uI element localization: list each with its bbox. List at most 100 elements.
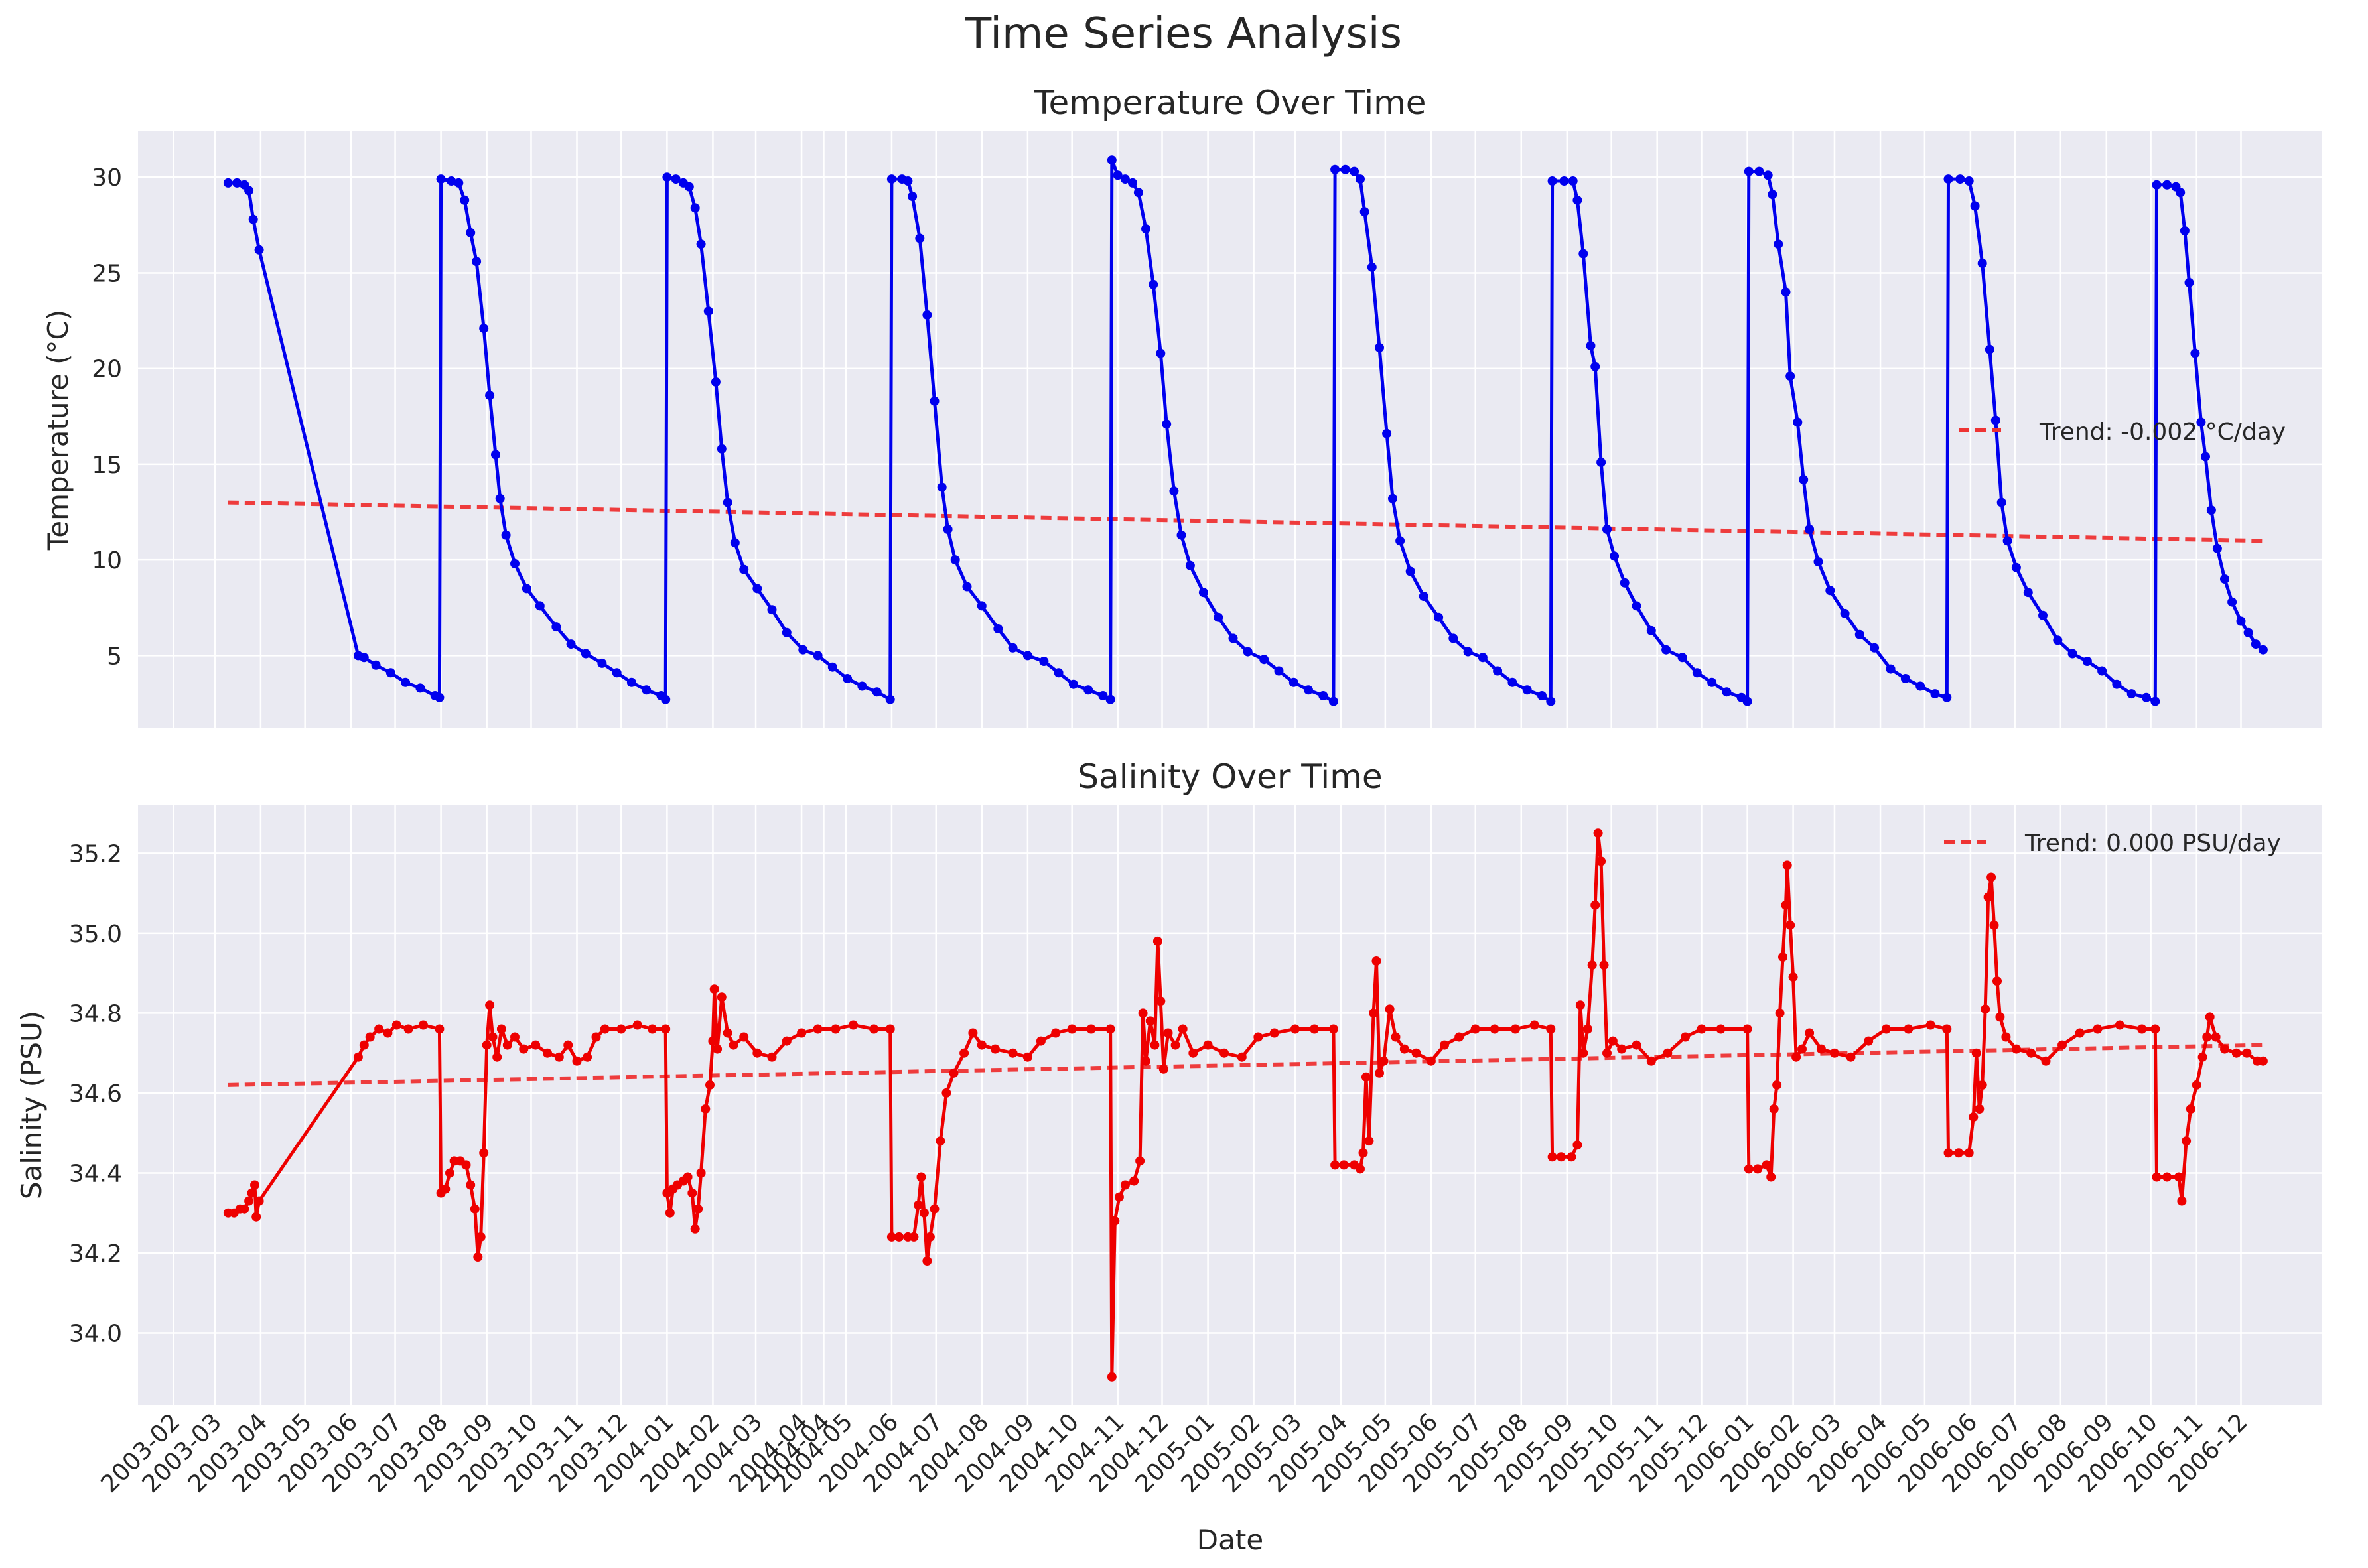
- data-point: [1036, 1036, 1046, 1046]
- data-point: [687, 1188, 697, 1198]
- data-point: [1969, 1112, 1979, 1122]
- data-point: [1426, 1056, 1436, 1066]
- data-point: [894, 1232, 904, 1242]
- data-point: [1663, 1048, 1673, 1058]
- data-point: [466, 228, 476, 237]
- data-point: [661, 1024, 671, 1034]
- data-point: [1382, 428, 1392, 438]
- data-point: [1964, 176, 1974, 186]
- data-point: [551, 622, 561, 632]
- data-point: [1176, 530, 1186, 540]
- data-point: [1198, 588, 1208, 598]
- data-point: [1989, 920, 1999, 930]
- data-point: [2190, 348, 2200, 358]
- data-point: [1008, 1048, 1018, 1058]
- data-point: [1253, 1032, 1263, 1042]
- data-point: [797, 1028, 807, 1038]
- data-point: [1391, 1032, 1401, 1042]
- data-point: [886, 174, 896, 184]
- data-point: [1788, 972, 1798, 982]
- data-point: [563, 1040, 573, 1050]
- data-point: [1288, 677, 1298, 687]
- data-point: [1763, 170, 1773, 180]
- data-point: [723, 1028, 732, 1038]
- data-point: [1986, 872, 1996, 882]
- data-point: [1981, 1004, 1990, 1014]
- data-point: [1816, 1044, 1826, 1054]
- data-point: [1141, 1056, 1150, 1066]
- data-point: [717, 444, 727, 454]
- data-point: [916, 1172, 926, 1182]
- data-point: [696, 239, 706, 249]
- data-point: [2002, 536, 2012, 546]
- data-point: [1722, 687, 1732, 697]
- data-point: [941, 1088, 951, 1098]
- data-point: [1567, 1152, 1576, 1162]
- data-point: [968, 1028, 978, 1038]
- data-point: [2202, 1032, 2212, 1042]
- data-point: [1681, 1032, 1690, 1042]
- data-point: [1578, 249, 1588, 259]
- data-point: [248, 214, 258, 224]
- data-point: [908, 192, 918, 202]
- data-point: [885, 694, 895, 704]
- data-point: [1646, 625, 1656, 635]
- data-point: [479, 1148, 489, 1158]
- data-point: [2180, 226, 2190, 235]
- y-tick-label: 5: [107, 643, 122, 670]
- data-point: [711, 377, 721, 387]
- data-point: [648, 1024, 658, 1034]
- data-point: [445, 1168, 454, 1178]
- data-point: [460, 195, 470, 205]
- data-point: [701, 1104, 711, 1114]
- data-point: [1330, 1160, 1340, 1170]
- data-point: [543, 1048, 552, 1058]
- data-point: [2251, 639, 2261, 649]
- y-tick-label: 34.8: [69, 1000, 122, 1027]
- data-point: [1510, 1024, 1520, 1034]
- data-point: [535, 601, 545, 611]
- temperature-y-ticks: 5 10 15 20 25 30: [92, 164, 122, 670]
- data-point: [1590, 900, 1600, 910]
- data-point: [1578, 1048, 1588, 1058]
- data-point: [2186, 1104, 2195, 1114]
- data-point: [703, 306, 713, 316]
- data-point: [2038, 610, 2048, 620]
- data-point: [925, 1232, 935, 1242]
- salinity-trend: [228, 1043, 2263, 1087]
- data-point: [1599, 960, 1609, 970]
- data-point: [359, 1040, 369, 1050]
- data-point: [1454, 1032, 1464, 1042]
- data-point: [1840, 608, 1850, 618]
- data-point: [403, 1024, 413, 1034]
- data-point: [903, 176, 913, 186]
- data-point: [1754, 166, 1764, 176]
- data-point: [1572, 1140, 1582, 1150]
- data-point: [374, 1024, 384, 1034]
- data-point: [1943, 1148, 1953, 1158]
- data-point: [1943, 174, 1953, 184]
- data-point: [2162, 180, 2172, 190]
- data-point: [2053, 635, 2063, 645]
- data-point: [1388, 493, 1397, 503]
- data-point: [1537, 691, 1547, 700]
- data-point: [1228, 633, 1238, 643]
- data-point: [739, 564, 749, 574]
- data-point: [502, 1040, 512, 1050]
- figure-title: Time Series Analysis: [965, 9, 1402, 58]
- data-point: [254, 1196, 264, 1206]
- y-tick-label: 34.0: [69, 1321, 122, 1348]
- data-point: [531, 1040, 541, 1050]
- data-point: [767, 1052, 777, 1062]
- data-point: [915, 233, 925, 243]
- data-point: [1975, 1104, 1985, 1114]
- data-point: [922, 310, 932, 320]
- data-point: [1478, 653, 1488, 663]
- data-point: [752, 1048, 762, 1058]
- data-point: [2150, 1024, 2160, 1034]
- data-point: [1448, 633, 1458, 643]
- data-point: [1775, 1008, 1785, 1018]
- data-point: [1846, 1052, 1856, 1062]
- data-point: [1677, 653, 1687, 663]
- data-point: [705, 1080, 715, 1090]
